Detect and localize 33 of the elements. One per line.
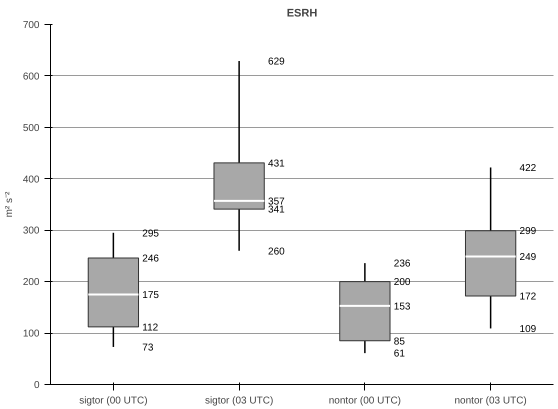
y-tick-label: 700: [22, 20, 40, 31]
annotation: 246: [142, 253, 160, 264]
y-axis-title: m² s⁻²: [4, 190, 15, 218]
annotation: 172: [520, 292, 537, 303]
annotation: 200: [394, 277, 411, 288]
annotation: 341: [268, 204, 286, 216]
annotation: 175: [142, 290, 160, 301]
annotation: 295: [142, 228, 160, 240]
x-tick-label: nontor (03 UTC): [454, 396, 527, 406]
x-tick-label: sigtor (00 UTC): [79, 396, 148, 406]
annotation: 431: [268, 158, 286, 170]
annotation: 85: [394, 336, 406, 348]
annotation: 109: [520, 324, 537, 335]
annotation: 153: [394, 301, 411, 312]
y-tick-label: 500: [22, 122, 40, 134]
annotation: 299: [520, 226, 537, 238]
y-tick-label: 100: [22, 328, 40, 340]
chart-title: ESRH: [286, 8, 318, 20]
annotation: 112: [142, 322, 159, 334]
annotation: 73: [142, 342, 154, 354]
y-tick-label: 300: [22, 226, 40, 237]
y-tick-label: 600: [22, 71, 40, 82]
y-tick-label: 200: [22, 277, 40, 288]
x-tick-label: sigtor (03 UTC): [204, 396, 274, 406]
annotation: 61: [394, 348, 406, 360]
annotation: 260: [268, 246, 286, 258]
annotation: 422: [520, 162, 537, 174]
y-tick-label: 0: [34, 380, 40, 391]
annotation: 249: [520, 252, 537, 263]
x-tick-label: nontor (00 UTC): [328, 396, 401, 406]
annotation: 629: [268, 56, 286, 68]
y-tick-label: 400: [22, 174, 40, 186]
annotation: 236: [394, 258, 411, 270]
